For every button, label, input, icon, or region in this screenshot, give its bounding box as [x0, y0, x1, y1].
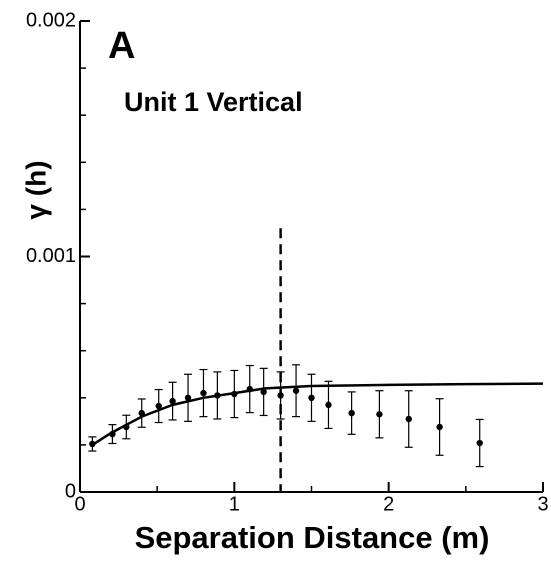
point [476, 439, 483, 447]
point [246, 385, 253, 393]
x-tick-label: 2 [383, 493, 394, 515]
point [231, 390, 238, 398]
point [169, 397, 176, 405]
x-tick-label: 3 [537, 493, 548, 515]
y-tick-label: 0 [65, 480, 76, 502]
point [155, 402, 162, 410]
x-axis-label: Separation Distance (m) [135, 520, 490, 555]
point [436, 423, 443, 431]
point [138, 409, 145, 417]
x-tick-label: 0 [74, 493, 85, 515]
y-axis-label: γ (h) [20, 160, 51, 219]
x-tick-label: 1 [229, 493, 240, 515]
point [325, 401, 332, 409]
point [260, 388, 267, 396]
point [184, 394, 192, 401]
point [376, 411, 383, 418]
point [200, 389, 207, 397]
panel-label: A [108, 25, 135, 67]
point [109, 430, 116, 438]
point [277, 392, 284, 399]
chart-title: Unit 1 Vertical [124, 87, 303, 117]
point [123, 423, 130, 431]
y-tick-label: 0.001 [26, 245, 76, 267]
point [405, 415, 412, 423]
point [214, 392, 221, 399]
y-tick-label: 0.002 [26, 9, 76, 31]
point [308, 394, 315, 401]
point [89, 440, 96, 448]
point [292, 387, 300, 394]
fit-line [91, 382, 544, 446]
point [348, 409, 355, 417]
